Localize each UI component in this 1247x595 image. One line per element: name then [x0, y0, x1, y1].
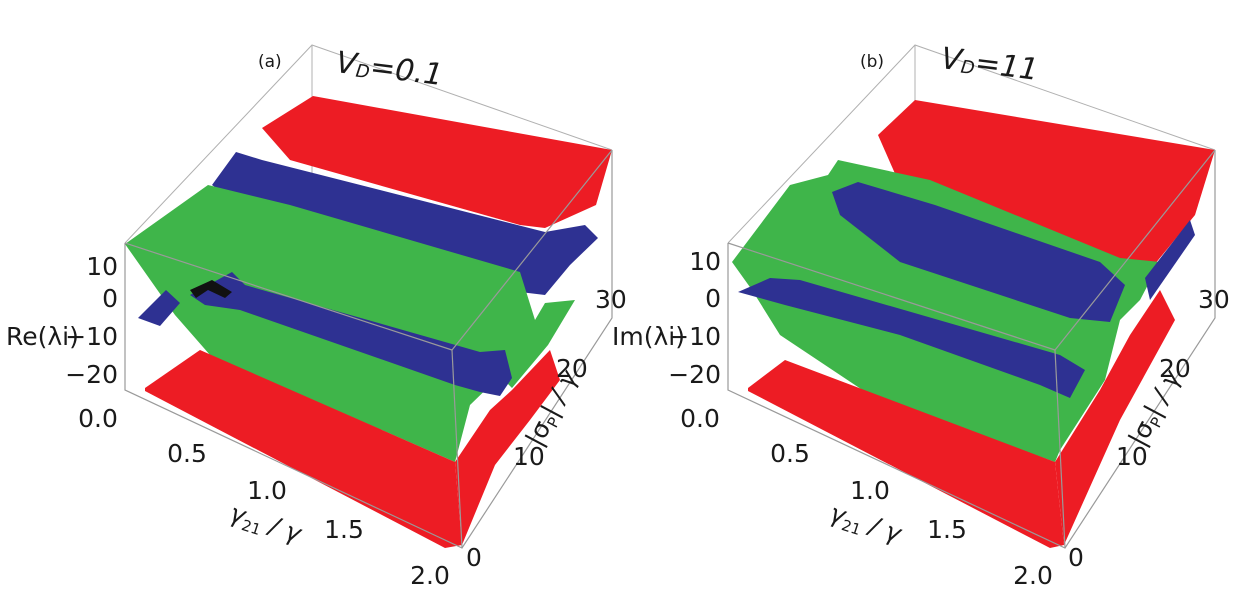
panel-a: 10 0 −10 −20 Re(λi) 0.0 0.5 1.0 1.5 2.0 …: [6, 44, 627, 590]
surface-red-upper-b: [878, 100, 1215, 270]
y-tick-label: 20: [556, 354, 588, 383]
surface-red-lower-b: [748, 360, 1064, 548]
x-tick-label: 0.5: [167, 439, 207, 468]
box-front-a: [124, 149, 613, 549]
surface-blue-right-b: [1145, 220, 1195, 300]
z-tick-label: 0: [102, 284, 118, 313]
x-tick-label: 2.0: [1013, 561, 1053, 590]
x-axis-label-a: γ21 / γ: [225, 498, 305, 551]
surface-red-upper-a: [262, 96, 612, 228]
x-ticks-b: 0.0 0.5 1.0 1.5 2.0: [680, 404, 1053, 590]
x-tick-label: 2.0: [410, 561, 450, 590]
x-tick-label: 1.5: [324, 515, 364, 544]
chart-title-b: VD=11: [939, 41, 1040, 88]
x-tick-label: 1.0: [850, 476, 890, 505]
z-tick-label: −10: [65, 322, 118, 351]
x-tick-label: 0.0: [78, 404, 118, 433]
x-tick-label: 0.5: [770, 439, 810, 468]
surface-red-lower-side-b: [1055, 290, 1175, 545]
surface-blue-upper-b: [832, 182, 1125, 322]
y-tick-label: 0: [466, 543, 482, 572]
surfaces-a: [125, 96, 612, 548]
surface-red-lower-a: [145, 350, 462, 548]
z-tick-label: −10: [668, 322, 721, 351]
surface-blue-lower-a: [190, 272, 512, 396]
chart-title-a: VD=0.1: [334, 45, 445, 93]
surface-blue-upper-a: [212, 152, 598, 295]
z-ticks-a: 10 0 −10 −20: [65, 252, 118, 389]
x-tick-label: 0.0: [680, 404, 720, 433]
x-ticks-a: 0.0 0.5 1.0 1.5 2.0: [78, 404, 450, 590]
surface-red-lower-side-a: [455, 350, 560, 545]
y-tick-label: 0: [1068, 543, 1084, 572]
panel-b: 10 0 −10 −20 Im(λi) 0.0 0.5 1.0 1.5 2.0 …: [612, 41, 1230, 590]
x-axis-label-b: γ21 / γ: [825, 498, 905, 551]
x-tick-label: 1.0: [247, 476, 287, 505]
z-tick-label: 10: [689, 247, 721, 276]
box-front-b: [727, 149, 1216, 549]
z-ticks-b: 10 0 −10 −20: [668, 247, 721, 389]
panel-label-b: (b): [860, 52, 884, 72]
z-tick-label: 0: [705, 284, 721, 313]
z-tick-label: 10: [86, 252, 118, 281]
y-ticks-b: 0 10 20 30: [1068, 285, 1230, 572]
panel-label-a: (a): [258, 52, 282, 72]
y-tick-label: 30: [595, 285, 627, 314]
y-tick-label: 10: [1116, 442, 1148, 471]
surface-blue-lower-b: [738, 278, 1085, 398]
y-tick-label: 10: [513, 442, 545, 471]
z-axis-label-b: Im(λi): [612, 322, 685, 351]
z-axis-label-a: Re(λi): [6, 322, 79, 351]
y-tick-label: 30: [1198, 285, 1230, 314]
surfaces-b: [732, 100, 1215, 548]
surface-blue-lowtab-a: [138, 290, 180, 326]
z-tick-label: −20: [668, 360, 721, 389]
y-ticks-a: 0 10 20 30: [466, 285, 627, 572]
surface-fold-a: [190, 280, 232, 298]
x-tick-label: 1.5: [927, 515, 967, 544]
y-tick-label: 20: [1159, 354, 1191, 383]
z-tick-label: −20: [65, 360, 118, 389]
